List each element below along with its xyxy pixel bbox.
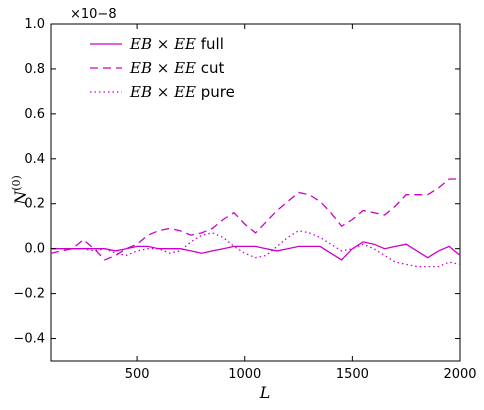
plot-area (50, 23, 461, 362)
series-line-dashed (50, 178, 460, 261)
y-multiplier-label: ×10−8 (70, 7, 117, 22)
plot-frame (50, 23, 461, 362)
legend-entry: EB × EE cut (129, 59, 225, 77)
y-tick-label: 0.6 (24, 107, 45, 122)
series-line-solid (51, 241, 461, 261)
y-tick-label: 0.4 (24, 152, 45, 167)
y-tick-label: 0.8 (24, 62, 45, 77)
y-tick-label: 1.0 (24, 17, 45, 32)
x-tick-label: 2000 (443, 367, 476, 382)
x-axis-title: L (259, 383, 271, 402)
legend-entry: EB × EE pure (129, 83, 235, 101)
legend-entry: EB × EE full (129, 35, 224, 53)
x-tick-label: 1000 (228, 367, 261, 382)
x-tick-label: 1500 (336, 367, 369, 382)
legend: EB × EE full EB × EE cut EB × EE pure (90, 35, 235, 101)
y-tick-label: −0.2 (13, 287, 45, 302)
svg-text:N(0): N(0) (10, 175, 31, 206)
y-tick-label: 0.0 (24, 242, 45, 257)
y-axis-title: N(0) (10, 175, 31, 206)
y-tick-label: −0.4 (13, 332, 45, 347)
x-tick-label: 500 (125, 367, 150, 382)
series-line-dotted (51, 230, 461, 268)
y-tick-label: 0.2 (24, 197, 45, 212)
ticks-layer: 500 1000 1500 2000 −0.4 −0.2 0.0 0.2 0.4 0.6 0.8 1.… (13, 17, 476, 382)
series-layer (50, 178, 461, 268)
